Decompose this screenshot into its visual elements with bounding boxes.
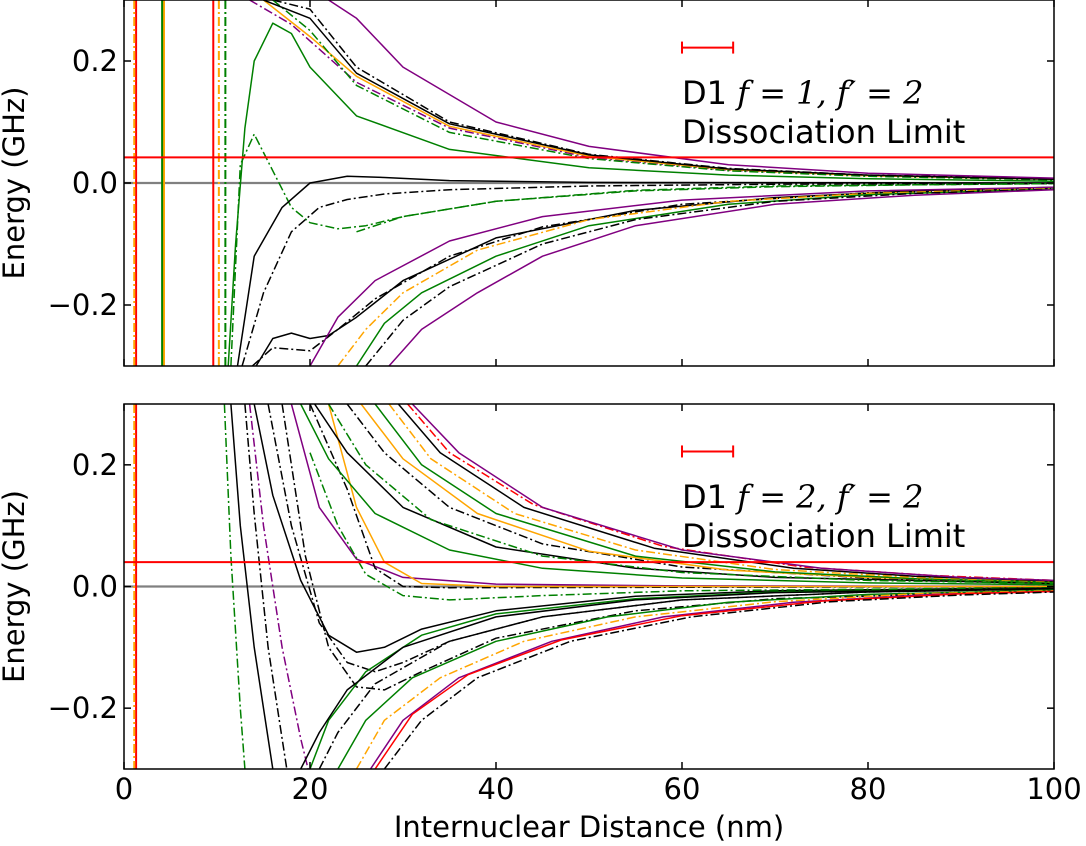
plot-area [124, 0, 1054, 366]
series-line [251, 187, 1054, 366]
series-line [337, 589, 1054, 769]
series-line [272, 0, 1054, 181]
x-tick-label: 60 [664, 772, 701, 806]
series-line [374, 590, 1054, 769]
plot-area [124, 404, 1054, 769]
series-line [227, 22, 1054, 366]
series-line [272, 0, 1054, 180]
x-tick-label: 20 [292, 772, 329, 806]
series-line [374, 404, 1054, 583]
series-line [407, 404, 1054, 582]
series-line [263, 0, 1054, 181]
series-line [236, 175, 1054, 366]
y-tick-label: −0.2 [48, 288, 118, 322]
annotation-line-2: Dissociation Limit [682, 113, 965, 151]
x-tick-label: 40 [478, 772, 515, 806]
annotation-line-1: D1 f = 2, f′ = 2 [682, 478, 924, 516]
upper-panel: 0.2 0.0 −0.2 Energy (GHz) D1 f = 1, f′ = 2Di… [0, 0, 1055, 367]
x-tick-label: 0 [115, 772, 133, 806]
series-line [290, 404, 1054, 588]
series-line [309, 404, 1054, 589]
series-line [223, 404, 246, 769]
x-tick-label: 80 [850, 772, 887, 806]
y-tick-label: 0.2 [72, 44, 118, 78]
y-tick-label: 0.2 [72, 448, 118, 482]
series-line [355, 188, 1054, 366]
series-line [267, 404, 1054, 673]
y-axis-label: Energy (GHz) [0, 87, 31, 280]
x-tick-label: 100 [1026, 772, 1081, 806]
series-line [230, 133, 1054, 366]
series-line [313, 404, 1054, 585]
series-line [356, 182, 1054, 233]
series-line [263, 0, 1054, 181]
series-line [355, 590, 1054, 769]
x-axis-label: Internuclear Distance (nm) [394, 810, 784, 844]
series-line [309, 186, 1054, 366]
series-line [383, 591, 1054, 769]
series-line [388, 188, 1054, 366]
series-line [328, 0, 1054, 179]
series-line [337, 187, 1054, 366]
y-axis-label: Energy (GHz) [0, 490, 31, 683]
series-line [365, 188, 1054, 366]
series-line [249, 0, 1054, 181]
lower-panel: 0 20 40 60 80 100 0.2 0.0 −0.2 Energy (GHz) Intern… [0, 403, 1082, 844]
series-line [248, 404, 309, 769]
series-line [300, 587, 1054, 769]
y-tick-label: −0.2 [48, 691, 118, 725]
series-line [388, 404, 1054, 583]
series-line [241, 182, 1054, 366]
y-tick-label: 0.0 [72, 570, 118, 604]
series-line [230, 404, 274, 769]
series-line [327, 404, 1054, 588]
series-line [369, 590, 1054, 769]
series-line [244, 404, 288, 769]
series-line [397, 404, 1054, 582]
y-tick-label: 0.0 [72, 166, 118, 200]
series-line [300, 404, 1054, 586]
series-line [411, 404, 1054, 582]
series-line [253, 404, 1054, 653]
series-line [255, 186, 1054, 366]
annotation-line-1: D1 f = 1, f′ = 2 [682, 74, 924, 112]
series-line [318, 588, 1054, 769]
series-line [309, 452, 1054, 601]
series-line [327, 404, 1054, 585]
series-line [360, 404, 1054, 583]
annotation-line-2: Dissociation Limit [682, 517, 965, 555]
